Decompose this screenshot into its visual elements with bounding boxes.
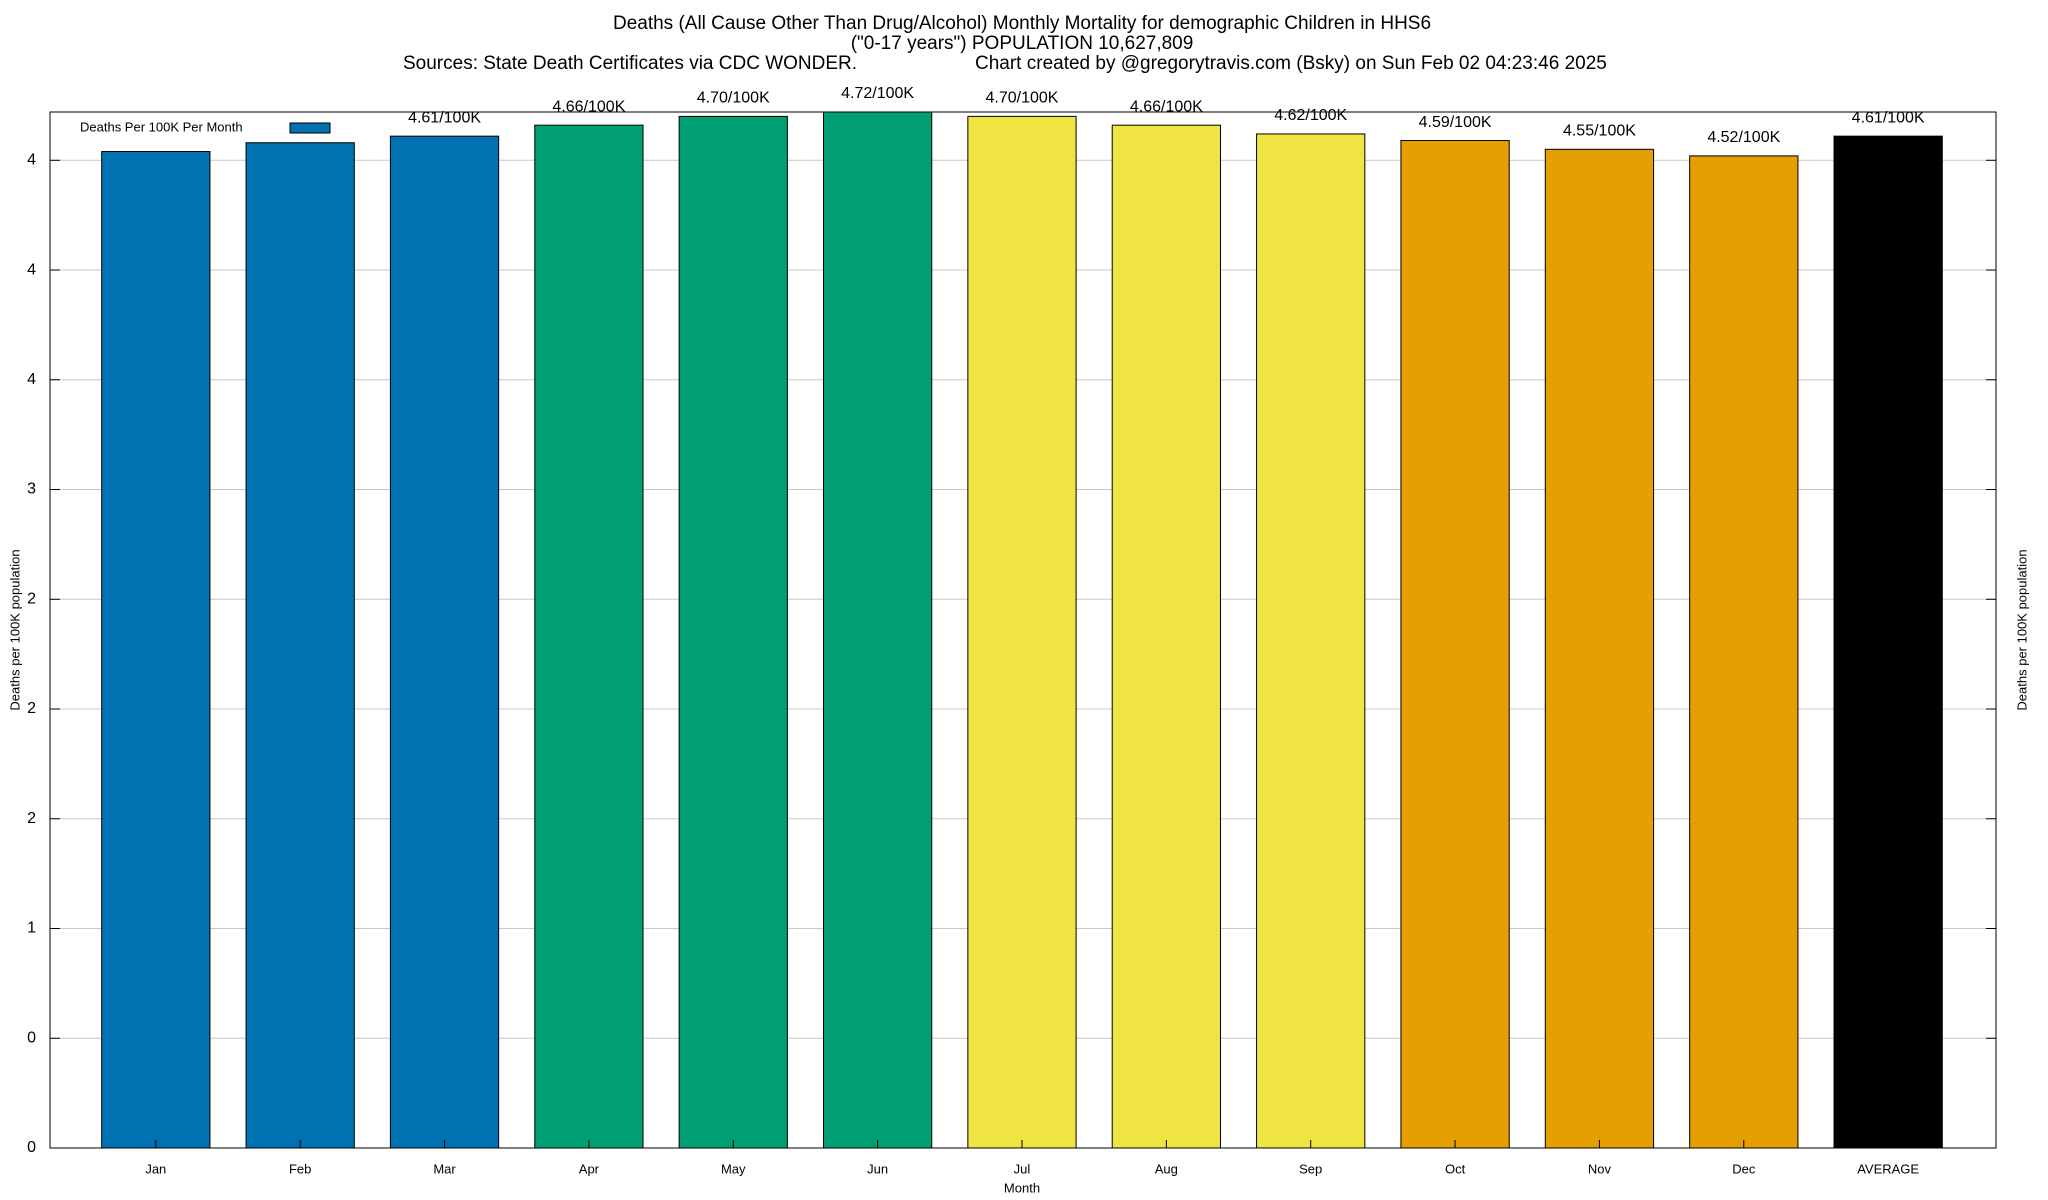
- legend-label: Deaths Per 100K Per Month: [80, 119, 243, 134]
- value-label: 4.59/100K: [1419, 114, 1492, 131]
- y-tick-label: 2: [27, 590, 36, 607]
- x-tick-label: Feb: [289, 1161, 311, 1176]
- y-tick-label: 0: [27, 1139, 36, 1156]
- bar: [1111, 124, 1221, 1149]
- bar: [1400, 140, 1510, 1149]
- chart-title: Deaths (All Cause Other Than Drug/Alcoho…: [613, 13, 1431, 34]
- plot-frame: [49, 111, 1997, 1149]
- credit: Chart created by @gregorytravis.com (Bsk…: [975, 53, 1607, 74]
- bar: [1544, 148, 1655, 1149]
- bar: [1689, 155, 1799, 1149]
- legend-swatch: [289, 122, 331, 134]
- value-label: 4.70/100K: [697, 90, 770, 107]
- x-tick-label: AVERAGE: [1857, 1161, 1919, 1176]
- value-label: 4.62/100K: [1274, 107, 1347, 124]
- bar: [101, 151, 211, 1149]
- y-tick-label: 0: [27, 1029, 36, 1046]
- bar: [534, 124, 644, 1149]
- value-label: 4.70/100K: [986, 90, 1059, 107]
- value-label: 4.61/100K: [1852, 109, 1925, 126]
- y-tick-label: 4: [27, 261, 36, 278]
- value-label: 4.55/100K: [1563, 123, 1636, 140]
- x-tick-label: May: [721, 1161, 746, 1176]
- y-tick-label: 4: [27, 152, 36, 169]
- x-tick-label: Apr: [579, 1161, 600, 1176]
- x-tick-label: Nov: [1588, 1161, 1612, 1176]
- y-tick-label: 4: [27, 371, 36, 388]
- value-label: 4.52/100K: [1707, 129, 1780, 146]
- y-tick-label: 2: [27, 700, 36, 717]
- x-tick-label: Sep: [1299, 1161, 1322, 1176]
- y2-axis-label: Deaths per 100K population: [2014, 549, 2029, 710]
- x-tick-label: Jan: [145, 1161, 166, 1176]
- y-tick-label: 2: [27, 810, 36, 827]
- x-axis-label: Month: [1004, 1180, 1040, 1195]
- bar: [389, 135, 500, 1149]
- bar: [1833, 135, 1943, 1149]
- value-label: 4.66/100K: [1130, 98, 1203, 115]
- value-label: 4.61/100K: [408, 109, 481, 126]
- y-tick-label: 1: [27, 920, 36, 937]
- x-tick-label: Jul: [1014, 1161, 1031, 1176]
- bar: [822, 111, 933, 1149]
- y-axis-label: Deaths per 100K population: [7, 549, 22, 710]
- x-tick-label: Oct: [1445, 1161, 1466, 1176]
- bar: [1256, 133, 1366, 1149]
- value-label: 4.72/100K: [841, 85, 914, 102]
- value-label: 4.66/100K: [552, 98, 625, 115]
- bar: [245, 142, 355, 1149]
- x-tick-label: Aug: [1155, 1161, 1178, 1176]
- x-tick-label: Dec: [1732, 1161, 1756, 1176]
- bar: [678, 115, 788, 1149]
- x-tick-label: Jun: [867, 1161, 888, 1176]
- chart-subtitle: ("0-17 years") POPULATION 10,627,809: [851, 33, 1194, 54]
- bar: [967, 115, 1077, 1149]
- x-tick-label: Mar: [433, 1161, 456, 1176]
- source: Sources: State Death Certificates via CD…: [403, 53, 857, 74]
- y-tick-label: 3: [27, 481, 36, 498]
